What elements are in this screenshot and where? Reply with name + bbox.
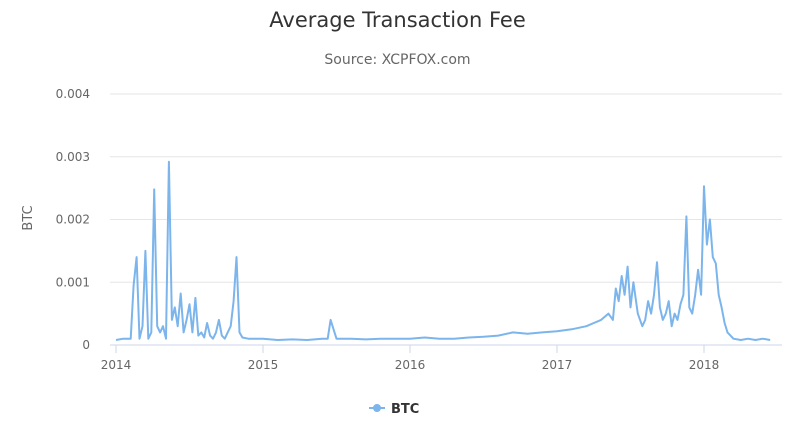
y-tick-label: 0 — [82, 338, 90, 352]
x-axis-ticks: 2014 2015 2016 2017 2018 — [101, 345, 720, 372]
x-tick-label: 2015 — [248, 358, 279, 372]
grid-lines — [110, 93, 782, 346]
x-tick-label: 2014 — [101, 358, 132, 372]
chart-title: Average Transaction Fee — [269, 8, 526, 32]
y-tick-label: 0.004 — [56, 87, 90, 101]
x-tick-label: 2018 — [689, 358, 720, 372]
legend-marker-icon — [373, 404, 381, 412]
x-tick-label: 2017 — [542, 358, 573, 372]
series-layer — [115, 160, 771, 341]
x-tick-label: 2016 — [395, 358, 426, 372]
series-line-btc[interactable] — [115, 160, 771, 341]
y-axis-title: BTC — [21, 205, 36, 230]
legend-label: BTC — [391, 402, 419, 417]
y-tick-label: 0.003 — [56, 150, 90, 164]
legend[interactable]: BTC — [369, 402, 419, 417]
y-tick-label: 0.002 — [56, 213, 90, 227]
y-axis-ticks: 0 0.001 0.002 0.003 0.004 — [56, 87, 90, 352]
y-tick-label: 0.001 — [56, 275, 90, 289]
chart-subtitle: Source: XCPFOX.com — [324, 52, 471, 68]
